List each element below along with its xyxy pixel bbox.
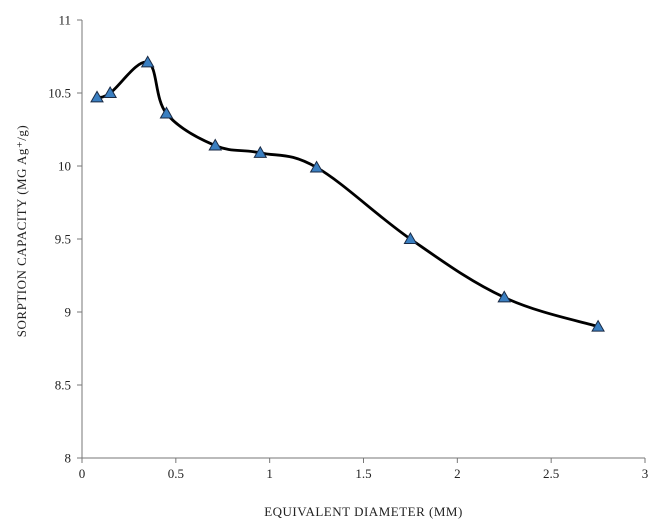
axes (81, 20, 645, 459)
data-point-marker (140, 55, 155, 68)
x-axis-title: EQUIVALENT DIAMETER (MM) (264, 504, 463, 519)
data-point-marker (90, 90, 104, 103)
series-line (95, 60, 600, 328)
y-tick-label: 9.5 (55, 232, 71, 247)
x-tick-label: 1.5 (355, 466, 371, 481)
x-tick-label: 3 (642, 466, 648, 481)
data-point-marker (103, 85, 118, 98)
y-tick-label: 8 (65, 451, 72, 466)
x-tick-label: 0 (79, 466, 86, 481)
x-tick-label: 0.5 (168, 466, 184, 481)
data-point-marker (159, 106, 174, 119)
data-point-marker (208, 138, 223, 151)
data-point-marker (591, 319, 605, 332)
data-point-marker (497, 290, 512, 303)
y-tick-label: 9 (65, 305, 72, 320)
x-tick-label: 1 (266, 466, 273, 481)
data-point-marker (253, 145, 268, 158)
y-tick-label: 10 (58, 159, 71, 174)
data-point-marker (309, 160, 324, 173)
marker-group (90, 55, 605, 332)
y-tick-label: 11 (58, 13, 71, 28)
x-tick-label: 2 (454, 466, 461, 481)
y-axis-title: SORPTION CAPACITY (MG Ag⁺/g) (14, 125, 29, 337)
y-tick-label: 10.5 (48, 86, 71, 101)
data-point-marker (403, 231, 418, 244)
x-tick-label: 2.5 (543, 466, 559, 481)
y-tick-label: 8.5 (55, 378, 71, 393)
tick-group: 0 0.5 1 1.5 2 2.5 3 8 8.5 9 9.5 10 10.5 11 (48, 13, 648, 482)
